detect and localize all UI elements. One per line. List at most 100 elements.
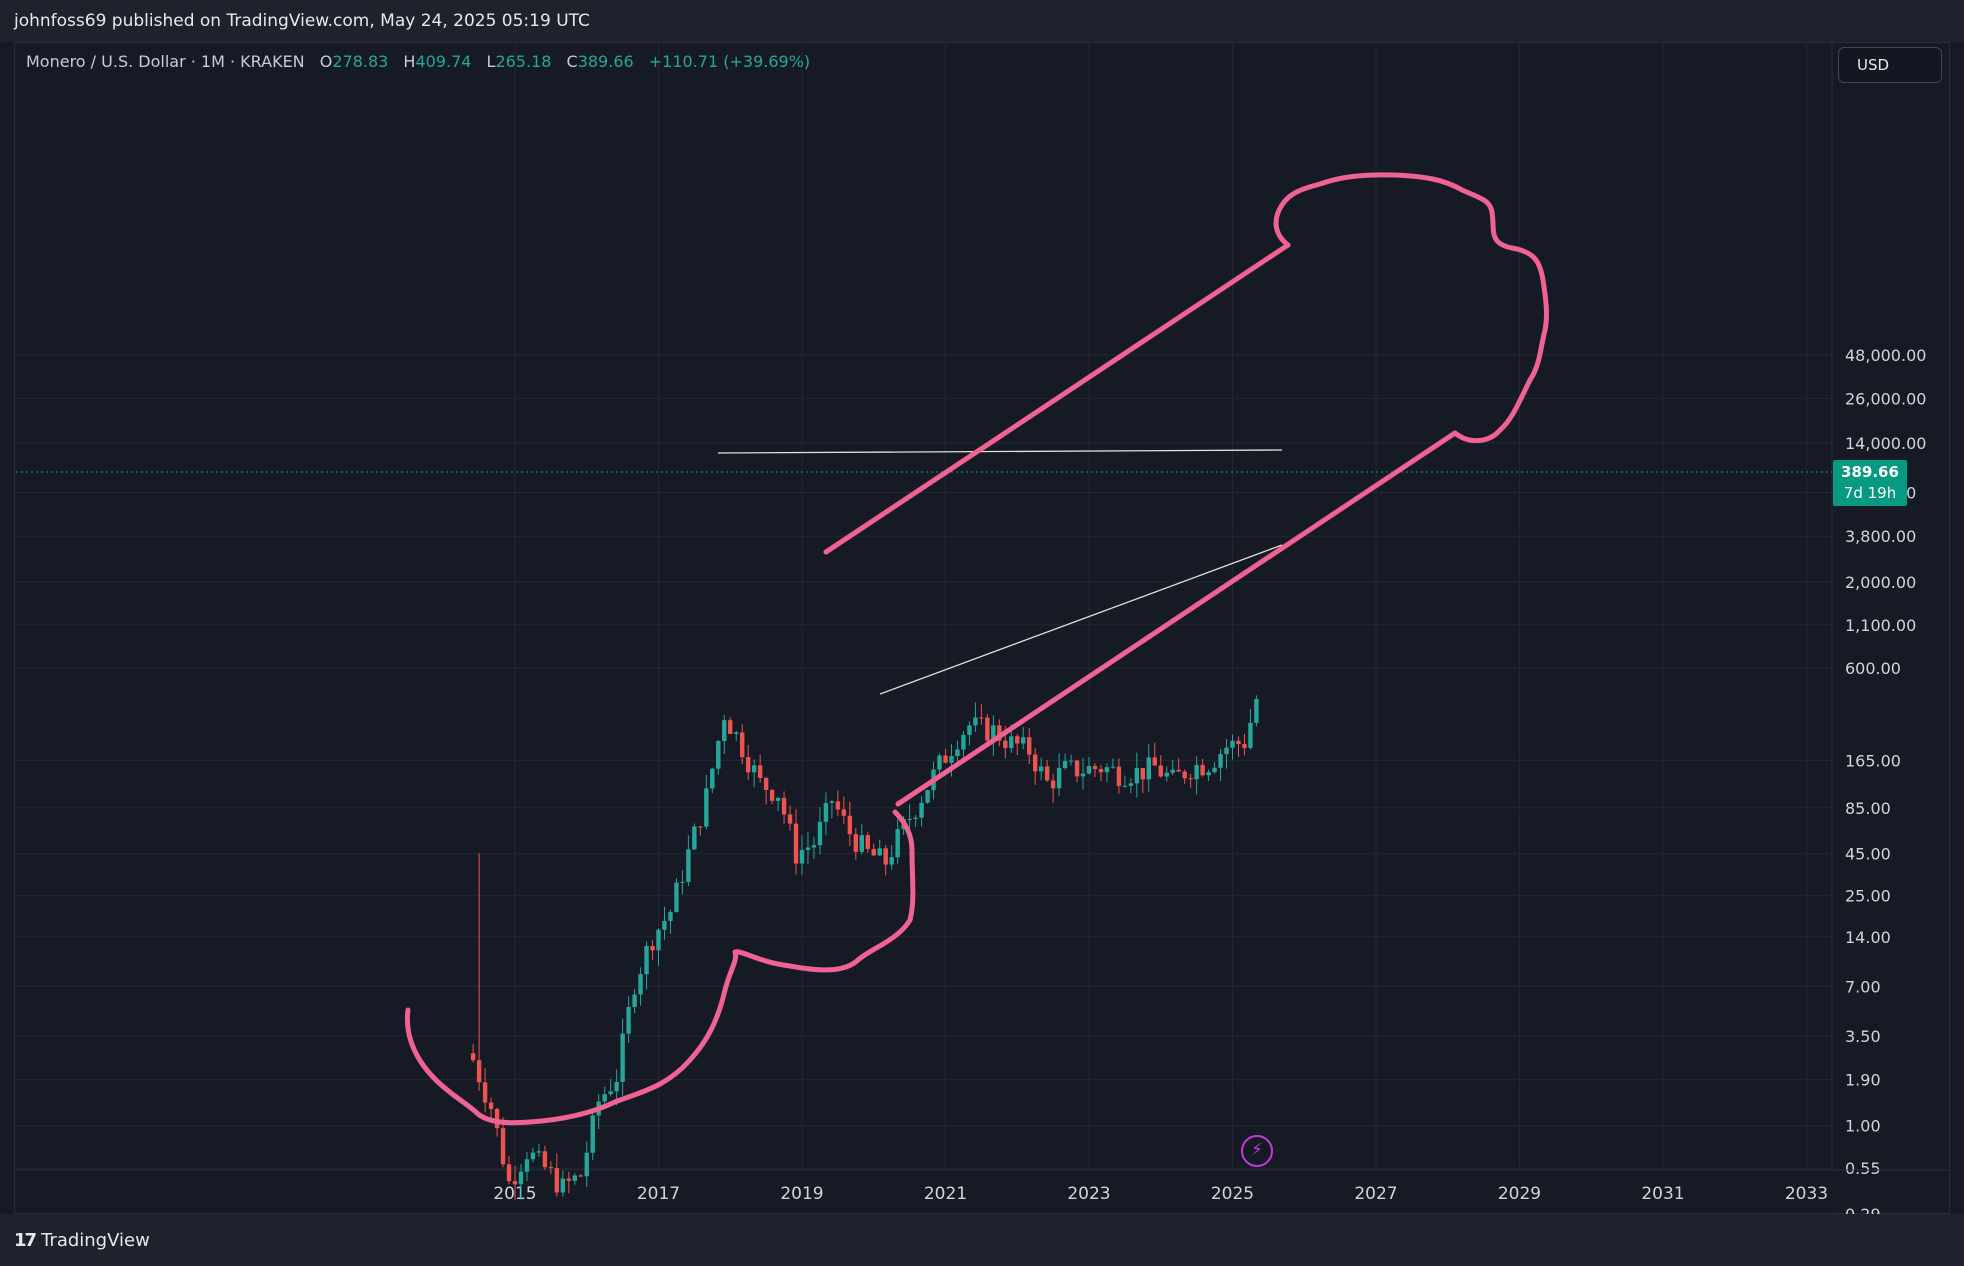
rising-support-line[interactable] [879,544,1283,695]
candle-body [476,1060,482,1083]
candle-body [1200,764,1205,776]
y-tick-label: 2,000.00 [1845,573,1916,592]
candle-body [740,732,745,758]
candle-body [1248,722,1253,748]
candle-body [704,788,709,827]
candle-body [626,1006,631,1034]
candle-body [1140,768,1146,780]
freehand-top-loop [1273,172,1549,443]
candle-body [710,768,715,789]
candle-body [1146,757,1151,780]
candle-body [883,848,888,865]
candle-body [1080,773,1086,777]
symbol-label[interactable]: Monero / U.S. Dollar · 1M · KRAKEN [26,52,305,71]
freehand-drawing[interactable] [404,172,1549,1126]
freehand-upper-shaft-line [823,242,1291,555]
candle-body [799,849,805,864]
currency-button[interactable]: USD [1838,47,1942,83]
y-tick-label: 14.00 [1845,928,1891,947]
candle-body [1027,737,1032,755]
candle-body [787,814,793,824]
candle-body [1128,783,1134,786]
x-tick-label: 2031 [1641,1184,1684,1204]
candle-body [614,1081,619,1092]
ohlc-legend: Monero / U.S. Dollar · 1M · KRAKEN O278.… [26,52,810,71]
change-value: +110.71 (+39.69%) [648,52,811,71]
candle-body [488,1102,494,1110]
current-price-value: 389.66 [1841,463,1899,481]
candle-body [919,802,924,818]
low-value: 265.18 [495,52,552,71]
candle-body [775,797,781,801]
candle-body [997,725,1002,741]
y-tick-label: 0.29 [1845,1205,1881,1214]
candle-body [722,720,727,742]
candle-body [1044,766,1050,781]
candle-body [763,777,769,790]
candle-body [662,920,667,930]
candle-body [524,1159,530,1172]
candle-body [1254,698,1259,723]
x-tick-label: 2029 [1498,1184,1541,1204]
candle-body [656,929,661,951]
candle-body [871,849,876,856]
published-header: johnfoss69 published on TradingView.com,… [0,0,1964,42]
candle-body [1092,766,1098,769]
candle-body [757,765,763,778]
candle-body [1086,766,1092,774]
candle-body [1206,772,1211,776]
candle-body [584,1152,589,1177]
candle-body [835,801,841,810]
candle-body [728,720,733,734]
open-value: 278.83 [332,52,389,71]
x-tick-label: 2033 [1785,1184,1828,1204]
candle-body [578,1175,583,1177]
open-label: O [319,52,333,71]
candle-body [470,1053,476,1061]
candle-body [1182,771,1187,779]
tradingview-brand[interactable]: TradingView [41,1229,150,1251]
bar-countdown: 7d 19h [1843,484,1897,502]
candle-body [949,756,954,763]
lightning-icon[interactable]: ⚡ [1241,1135,1273,1167]
candle-body [1212,767,1217,773]
candle-body [482,1082,488,1103]
y-tick-label: 1,100.00 [1845,616,1916,635]
candle-body [644,945,649,975]
price-chart[interactable]: 48,000.0026,000.0014,000.007,000.003,800… [0,0,1964,1214]
published-text: johnfoss69 published on TradingView.com,… [14,11,590,31]
x-tick-label: 2023 [1067,1184,1110,1204]
candle-body [602,1094,607,1102]
candle-body [817,821,823,846]
candle-body [865,835,870,850]
candle-body [638,974,643,995]
candle-body [1009,736,1014,749]
candle-body [895,829,900,858]
tradingview-logo-icon[interactable]: 17 [14,1229,37,1251]
candle-body [979,717,984,719]
chart-frame[interactable] [14,42,1950,1214]
candle-body [1056,768,1062,789]
y-tick-label: 165.00 [1845,751,1901,770]
candle-body [1122,785,1128,787]
candle-body [1074,760,1080,777]
candle-body [955,749,960,757]
x-tick-label: 2025 [1211,1184,1254,1204]
horizontal-resistance-line[interactable] [717,449,1283,454]
candle-body [518,1171,524,1185]
candle-body [548,1167,554,1169]
candle-body [680,881,685,883]
candle-body [494,1109,500,1129]
candle-body [907,818,912,820]
candle-body [530,1152,536,1160]
candle-body [620,1033,625,1082]
candle-body [1236,740,1241,745]
candle-body [1110,766,1116,768]
candle-body [829,801,835,803]
high-value: 409.74 [415,52,472,71]
candle-body [512,1181,518,1185]
grid-layer [16,44,1832,1214]
candle-body [1218,754,1223,768]
x-tick-label: 2021 [924,1184,967,1204]
candle-body [1134,768,1140,784]
